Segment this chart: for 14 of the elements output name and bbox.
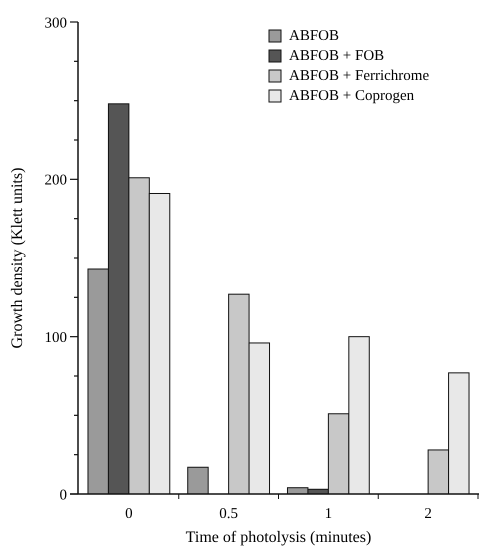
- x-tick-label: 1: [324, 506, 332, 522]
- x-axis-title: Time of photolysis (minutes): [186, 529, 372, 546]
- y-tick-label: 100: [44, 330, 67, 346]
- legend-label: ABFOB + FOB: [289, 48, 384, 64]
- y-tick-label: 0: [60, 487, 67, 504]
- legend-label: ABFOB + Coprogen: [289, 88, 415, 104]
- y-axis-title: Growth density (Klett units): [9, 168, 26, 348]
- x-tick-label: 0.5: [219, 506, 238, 522]
- y-tick-label: 300: [44, 15, 67, 32]
- legend-label: ABFOB: [289, 28, 340, 44]
- y-tick-label: 200: [44, 172, 67, 189]
- legend-label: ABFOB + Ferrichrome: [289, 68, 430, 84]
- x-tick-label: 2: [424, 506, 432, 522]
- x-tick-label: 0: [125, 506, 133, 522]
